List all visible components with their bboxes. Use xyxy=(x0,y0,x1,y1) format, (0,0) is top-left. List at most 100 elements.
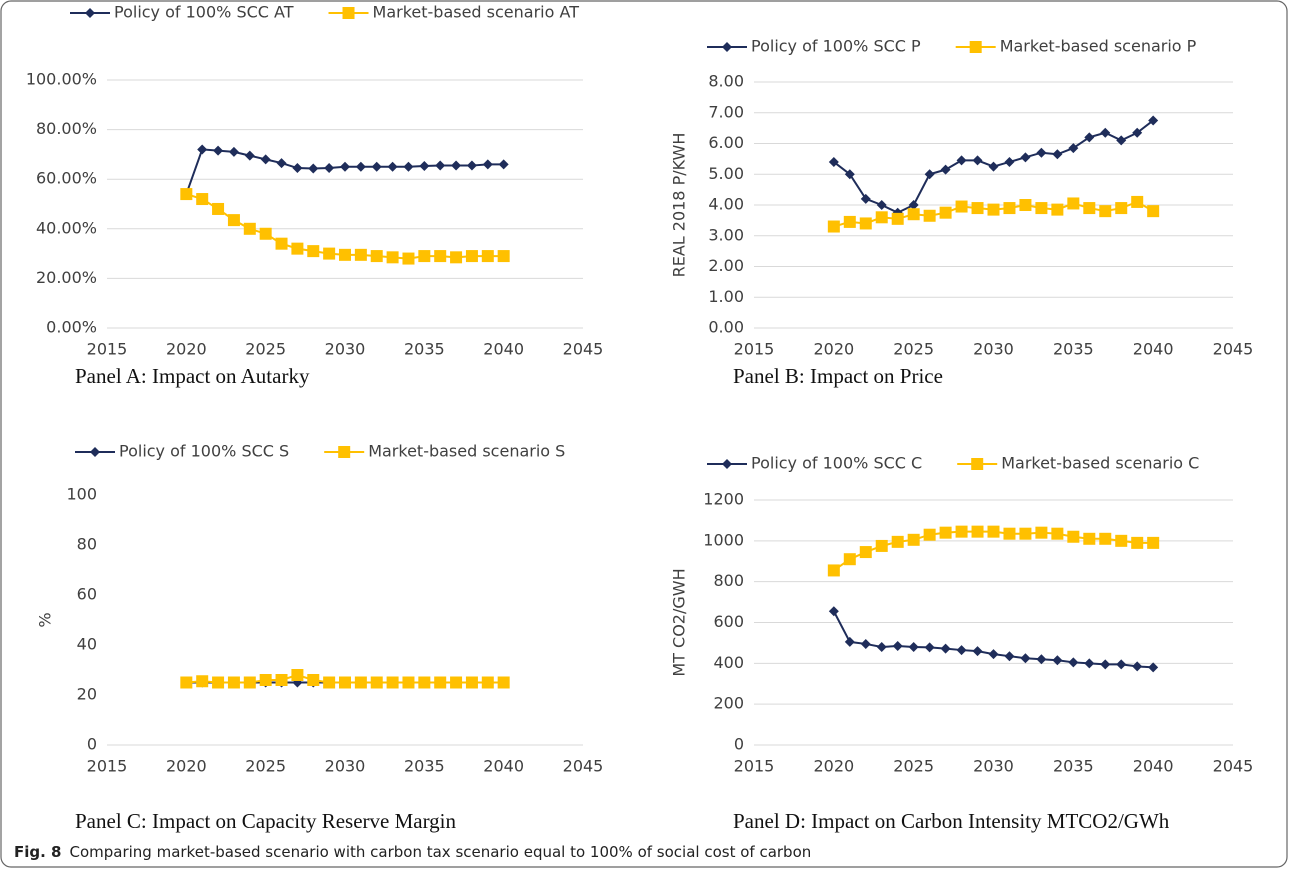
marker xyxy=(844,636,855,647)
x-tick-label: 2035 xyxy=(404,340,445,359)
marker xyxy=(955,525,968,538)
y-tick-label: 600 xyxy=(713,612,744,631)
marker xyxy=(1003,527,1016,540)
legend-label: Policy of 100% SCC P xyxy=(751,37,921,56)
marker xyxy=(971,202,984,215)
x-tick-label: 2020 xyxy=(813,757,854,776)
marker xyxy=(1116,135,1127,146)
marker xyxy=(291,669,304,681)
marker xyxy=(1035,526,1048,539)
marker xyxy=(196,675,209,688)
legend-marker xyxy=(338,446,351,458)
marker xyxy=(972,155,983,166)
y-tick-label: 0 xyxy=(734,735,744,754)
marker xyxy=(844,169,855,180)
x-tick-label: 2040 xyxy=(1133,340,1174,359)
marker xyxy=(1148,662,1159,673)
x-tick-label: 2035 xyxy=(1053,340,1094,359)
marker xyxy=(386,251,399,264)
marker xyxy=(1148,115,1159,126)
marker xyxy=(497,250,510,263)
x-tick-label: 2035 xyxy=(1053,757,1094,776)
marker xyxy=(213,145,224,156)
marker xyxy=(1147,536,1160,549)
marker xyxy=(196,193,209,206)
y-tick-label: 40 xyxy=(77,635,97,654)
marker xyxy=(1004,651,1015,662)
marker xyxy=(827,564,840,577)
marker xyxy=(450,676,463,689)
marker xyxy=(419,161,430,172)
marker xyxy=(243,222,256,235)
figure-text: Comparing market-based scenario with car… xyxy=(69,843,811,861)
legend-marker xyxy=(722,42,732,52)
marker xyxy=(908,200,919,210)
marker xyxy=(956,155,967,166)
marker xyxy=(1003,202,1016,215)
x-tick-label: 2025 xyxy=(893,340,934,359)
y-tick-label: 80 xyxy=(77,535,97,554)
marker xyxy=(1052,149,1063,160)
marker xyxy=(354,248,367,261)
marker xyxy=(308,163,319,174)
marker xyxy=(828,156,839,167)
x-tick-label: 2015 xyxy=(87,340,128,359)
marker xyxy=(180,188,193,201)
figure-caption: Fig. 8 Comparing market-based scenario wi… xyxy=(14,843,811,861)
legend-label: Market-based scenario AT xyxy=(373,3,580,22)
marker xyxy=(402,252,415,265)
marker xyxy=(1020,653,1031,664)
marker xyxy=(924,169,935,180)
marker xyxy=(972,646,983,657)
x-tick-label: 2015 xyxy=(87,757,128,776)
y-axis-title: % xyxy=(36,612,55,627)
marker xyxy=(497,676,510,689)
marker xyxy=(940,643,951,654)
marker xyxy=(466,160,477,171)
y-tick-label: 0 xyxy=(87,735,97,754)
marker xyxy=(1115,202,1128,215)
marker xyxy=(481,676,494,689)
marker xyxy=(339,676,351,689)
y-tick-label: 8.00 xyxy=(708,72,744,91)
marker xyxy=(1132,127,1143,138)
figure-label: Fig. 8 xyxy=(14,843,61,861)
marker xyxy=(275,237,288,250)
marker xyxy=(370,676,383,689)
marker xyxy=(450,251,463,264)
marker xyxy=(1083,532,1096,545)
x-tick-label: 2020 xyxy=(813,340,854,359)
marker xyxy=(1004,156,1015,167)
marker xyxy=(875,211,888,224)
marker xyxy=(940,164,951,175)
x-tick-label: 2030 xyxy=(325,340,366,359)
marker xyxy=(908,642,919,652)
marker xyxy=(843,215,856,228)
marker xyxy=(212,202,225,215)
marker xyxy=(291,242,304,255)
marker xyxy=(418,250,431,263)
marker xyxy=(924,642,935,653)
marker xyxy=(1019,199,1032,211)
y-tick-label: 80.00% xyxy=(36,119,97,138)
marker xyxy=(212,676,225,689)
marker xyxy=(244,150,255,161)
marker xyxy=(260,154,271,165)
marker xyxy=(324,163,335,174)
marker xyxy=(403,161,414,172)
x-tick-label: 2020 xyxy=(166,340,207,359)
marker xyxy=(1019,527,1032,540)
y-tick-label: 400 xyxy=(713,653,744,672)
x-tick-label: 2040 xyxy=(483,340,524,359)
marker xyxy=(859,546,872,559)
marker xyxy=(465,250,478,263)
panel-caption: Panel C: Impact on Capacity Reserve Marg… xyxy=(75,809,457,833)
marker xyxy=(1084,132,1095,143)
y-tick-label: 6.00 xyxy=(708,133,744,152)
marker xyxy=(987,525,1000,538)
marker xyxy=(465,676,478,689)
legend-label: Market-based scenario P xyxy=(1000,37,1197,56)
marker xyxy=(891,212,904,225)
x-tick-label: 2020 xyxy=(166,757,207,776)
